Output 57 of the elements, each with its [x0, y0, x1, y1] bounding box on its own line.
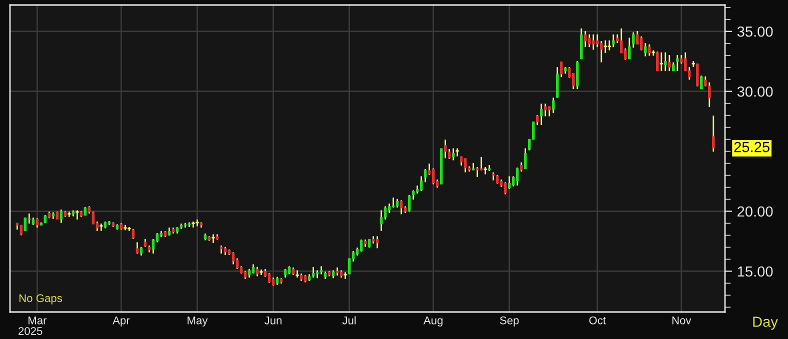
candlestick	[480, 156, 483, 171]
text: 2025	[18, 327, 42, 335]
candlestick	[696, 62, 699, 87]
candlestick	[412, 190, 415, 200]
candlestick	[544, 103, 547, 117]
candlestick	[560, 61, 563, 78]
candlestick	[400, 200, 403, 215]
candlestick	[592, 34, 595, 50]
x-tick-label: Mar	[28, 316, 47, 324]
candlestick	[540, 103, 543, 126]
x-tick-label: Nov	[672, 316, 692, 324]
y-tick-label: 35.00	[737, 26, 773, 37]
candlestick	[664, 52, 667, 72]
candlestick	[588, 34, 591, 48]
candlestick	[408, 194, 411, 212]
candlestick	[644, 42, 647, 58]
y-tick-label: 30.00	[737, 86, 773, 97]
candlestick	[92, 210, 95, 225]
x-tick-label: Jun	[264, 316, 282, 324]
candlestick	[24, 216, 27, 232]
candlestick	[268, 272, 271, 284]
candlestick	[476, 166, 479, 178]
text: Day	[753, 316, 778, 330]
x-tick-label: Sep	[500, 316, 519, 327]
candlestick	[659, 52, 664, 72]
x-tick-label: Aug	[423, 316, 442, 327]
candlestick	[520, 162, 523, 172]
candlestick	[452, 148, 455, 161]
x-tick-label: May	[188, 316, 208, 327]
x-tick-label: Apr	[112, 316, 130, 327]
candlestick	[536, 114, 539, 126]
y-tick-label: 15.00	[738, 266, 773, 277]
candlestick	[376, 236, 379, 249]
candlestick	[708, 82, 711, 108]
candlestick	[388, 202, 391, 214]
candlestick	[668, 54, 671, 72]
candlestick	[676, 54, 679, 72]
text: 25.25	[734, 142, 770, 152]
candlestick	[600, 40, 603, 64]
candlestick	[648, 44, 651, 56]
candlestick	[603, 40, 608, 54]
candlestick	[312, 266, 315, 278]
x-tick-label: Jul	[342, 316, 356, 324]
candlestick	[612, 34, 615, 48]
candlestick	[136, 242, 139, 254]
candlestick	[448, 148, 451, 160]
candlestick	[552, 97, 555, 114]
candlestick	[252, 264, 255, 274]
y-tick-label: 20.00	[738, 206, 773, 217]
candlestick	[712, 114, 715, 152]
candlestick	[556, 66, 559, 98]
annotation: No Gaps	[19, 294, 62, 304]
candlestick	[392, 196, 395, 208]
candlestick	[656, 50, 659, 72]
candlestick	[700, 74, 703, 90]
x-tick-label: Oct	[589, 316, 606, 324]
candlestick	[584, 30, 587, 48]
